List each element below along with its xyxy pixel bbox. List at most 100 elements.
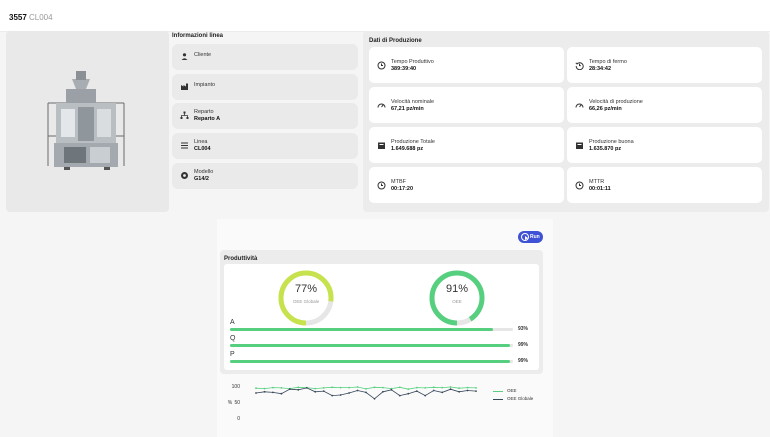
info-item-modello: Modello G14/2 xyxy=(172,163,358,189)
data-point xyxy=(322,390,325,392)
y-tick-label: 0 xyxy=(237,416,240,422)
data-point xyxy=(365,391,367,394)
production-value: 389:39:40 xyxy=(391,66,417,72)
info-label: Cliente xyxy=(194,52,212,58)
data-point xyxy=(407,392,410,395)
data-point xyxy=(466,386,469,389)
machine-image xyxy=(6,31,169,212)
production-value: 00:01:11 xyxy=(589,186,611,192)
info-item-linea: Linea CL004 xyxy=(172,133,358,159)
info-label: Linea xyxy=(194,139,208,145)
info-value: G14/2 xyxy=(194,176,209,182)
data-point xyxy=(458,390,460,393)
production-card: Velocità nominale 67,21 pz/min xyxy=(369,87,564,123)
data-point xyxy=(398,394,401,397)
bar-label-q: Q xyxy=(230,335,236,342)
oee-globale-gauge xyxy=(278,270,334,326)
data-point xyxy=(314,387,317,390)
data-point xyxy=(272,391,274,394)
production-value: 28:34:42 xyxy=(589,66,612,72)
bar-fill-p xyxy=(230,360,511,363)
info-value: Reparto A xyxy=(194,116,221,122)
line-code: CL004 xyxy=(29,13,53,22)
productivity-inner xyxy=(224,264,539,370)
production-card: Produzione buona 1.635.870 pz xyxy=(567,127,762,163)
production-card: Produzione Totale 1.649.688 pz xyxy=(369,127,564,163)
data-point xyxy=(441,391,444,394)
data-point xyxy=(280,387,283,389)
history-icon xyxy=(575,61,584,71)
data-point xyxy=(280,392,283,395)
data-point xyxy=(432,386,435,389)
data-point xyxy=(390,388,393,391)
data-point xyxy=(288,388,291,391)
data-point xyxy=(475,387,477,389)
production-label: Produzione buona xyxy=(589,139,634,145)
bar-label-a: A xyxy=(230,319,235,326)
productivity-title: Produttività xyxy=(224,256,258,262)
department-icon xyxy=(180,111,189,120)
data-point xyxy=(424,394,427,397)
factory-icon xyxy=(180,82,189,91)
data-point xyxy=(432,389,435,392)
info-item-cliente: Cliente xyxy=(172,44,358,70)
data-point xyxy=(449,386,452,388)
legend-oee: OEE xyxy=(507,388,517,393)
data-point xyxy=(331,386,334,389)
data-point xyxy=(373,397,376,400)
data-point xyxy=(339,386,342,389)
bar-fill-q xyxy=(230,344,511,347)
legend-oee-globale: OEE Globale xyxy=(507,396,534,401)
data-point xyxy=(441,386,444,389)
data-point xyxy=(365,388,367,390)
data-point xyxy=(297,386,300,389)
production-value: 66,26 pz/min xyxy=(589,106,622,112)
production-label: Tempo di fermo xyxy=(589,59,627,65)
info-value: CL004 xyxy=(194,146,211,152)
production-value: 1.635.870 pz xyxy=(589,146,622,152)
data-point xyxy=(466,389,469,392)
run-button[interactable]: Run xyxy=(518,231,543,243)
production-label: Velocità di produzione xyxy=(589,99,643,105)
info-label: Impianto xyxy=(194,82,216,88)
data-point xyxy=(322,387,325,389)
production-card: Tempo di fermo 28:34:42 xyxy=(567,47,762,83)
bar-track-p xyxy=(230,360,513,363)
machine-code: 3557 xyxy=(9,13,27,22)
y-tick-label: 50 xyxy=(234,400,240,406)
data-point xyxy=(356,386,359,388)
production-card: MTTR 00:01:11 xyxy=(567,167,762,203)
oee-label: OEE xyxy=(452,299,462,304)
production-title: Dati di Produzione xyxy=(369,38,422,44)
legend-swatch-oee xyxy=(493,391,503,392)
info-item-reparto: Reparto Reparto A xyxy=(172,103,358,129)
bar-track-a xyxy=(230,328,513,331)
data-point xyxy=(305,387,308,389)
top-bar: 3557 CL004 xyxy=(0,0,770,32)
data-point xyxy=(449,388,452,391)
data-point xyxy=(407,388,410,391)
data-point xyxy=(424,387,427,389)
clock-icon xyxy=(377,61,386,70)
person-icon xyxy=(180,52,189,61)
production-label: MTBF xyxy=(391,179,406,185)
production-label: MTTR xyxy=(589,179,605,185)
y-tick-label: 100 xyxy=(232,384,241,390)
y-axis-label: % xyxy=(228,400,233,406)
data-point xyxy=(382,390,384,393)
data-point xyxy=(263,387,266,390)
data-point xyxy=(339,394,342,396)
bar-value-a: 93% xyxy=(518,326,529,332)
list-icon xyxy=(180,141,189,150)
info-title: Informazioni linea xyxy=(172,33,224,39)
oee-globale-label: OEE Globale xyxy=(292,299,320,304)
bar-label-p: P xyxy=(230,351,235,358)
production-card: Velocità di produzione 66,26 pz/min xyxy=(567,87,762,123)
box-icon xyxy=(377,141,386,150)
data-point xyxy=(475,390,477,392)
oee-trend-chart: 100 50 0% xyxy=(228,384,477,422)
production-label: Velocità nominale xyxy=(391,99,435,105)
model-icon xyxy=(180,171,189,180)
bar-track-q xyxy=(230,344,513,347)
speedometer-icon xyxy=(575,101,584,110)
